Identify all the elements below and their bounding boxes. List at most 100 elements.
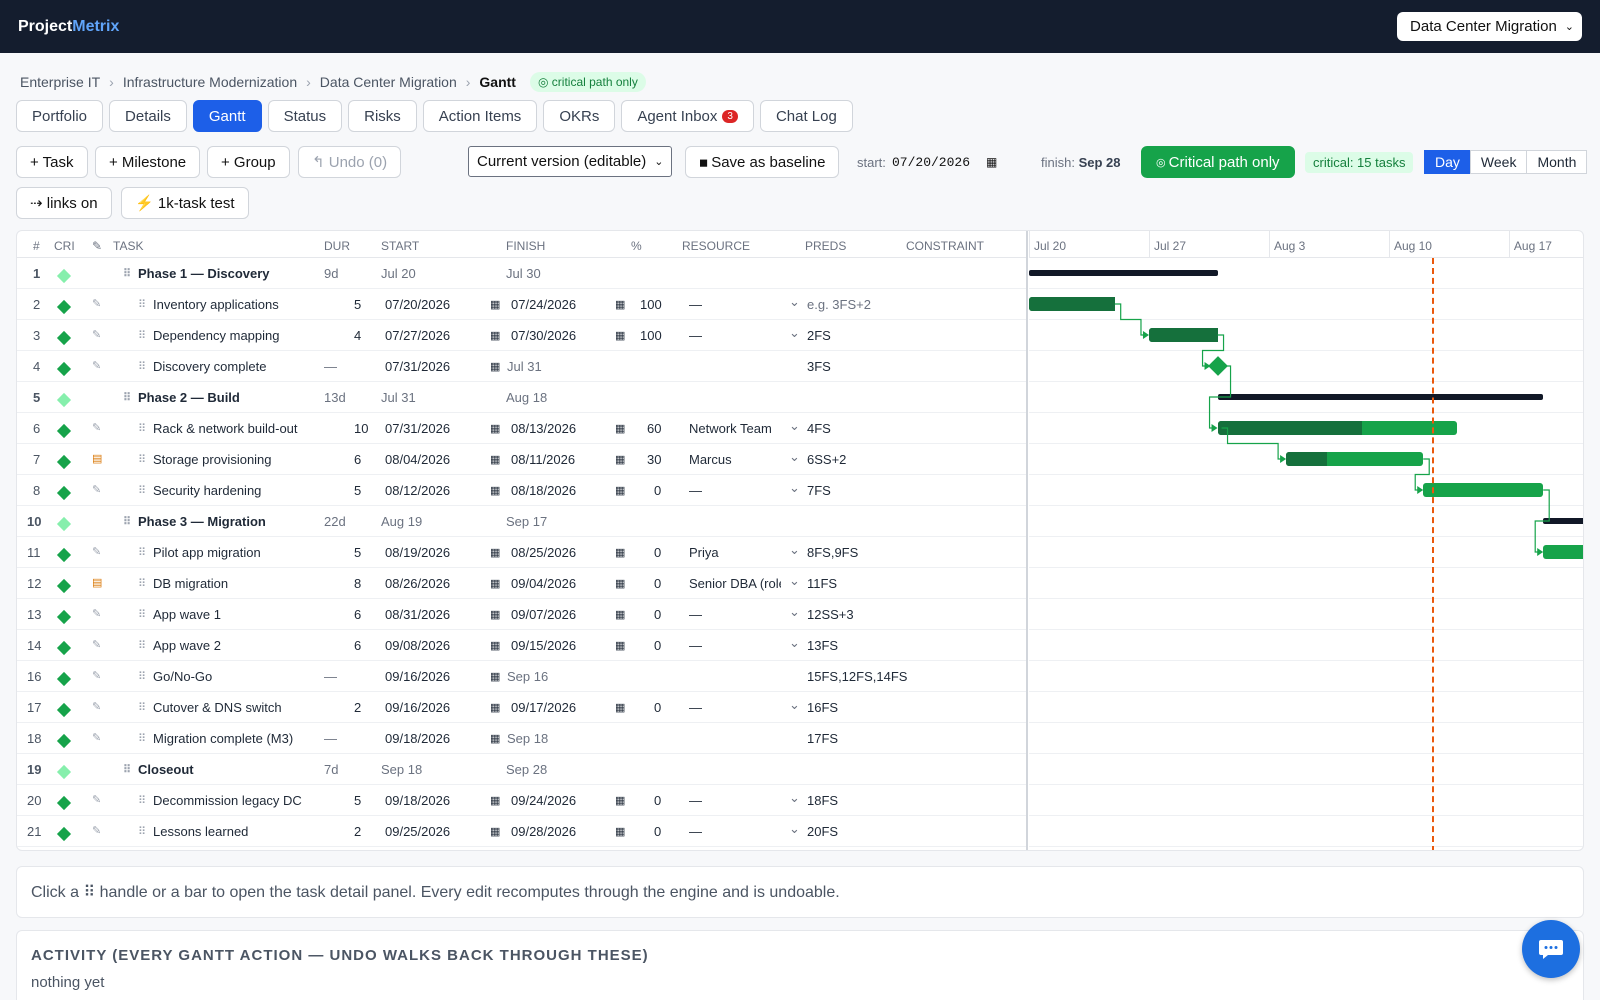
task-bar[interactable]	[1423, 483, 1544, 497]
task-resource[interactable]: —	[689, 607, 702, 622]
start-date-input[interactable]: 07/20/2026 ▦	[891, 150, 998, 174]
calendar-icon[interactable]: ▦	[490, 609, 501, 621]
task-start[interactable]: 09/18/2026	[385, 731, 451, 746]
chevron-down-icon[interactable]: ⌄	[789, 542, 800, 557]
drag-handle-icon[interactable]: ⠿	[138, 361, 147, 373]
drag-handle-icon[interactable]: ⠿	[138, 795, 147, 807]
chevron-down-icon[interactable]: ⌄	[789, 449, 800, 464]
calendar-icon[interactable]: ▦	[490, 299, 501, 311]
task-finish[interactable]: 09/15/2026	[511, 638, 577, 653]
task-finish[interactable]: 08/13/2026	[511, 421, 577, 436]
table-row[interactable]: 3 ✎ ⠿ Dependency mapping 4 07/27/2026 ▦ 07/30/2…	[17, 320, 1026, 351]
task-start[interactable]: 07/20/2026	[385, 297, 451, 312]
task-bar[interactable]	[1217, 421, 1458, 435]
task-percent[interactable]: 30	[647, 452, 662, 467]
task-finish[interactable]: 09/04/2026	[511, 576, 577, 591]
pencil-icon[interactable]: ✎	[92, 670, 102, 682]
task-percent[interactable]: 0	[654, 545, 662, 560]
drag-handle-icon[interactable]: ⠿	[123, 516, 132, 528]
task-percent[interactable]: 0	[654, 824, 662, 839]
task-percent[interactable]: 0	[654, 607, 662, 622]
pencil-icon[interactable]: ✎	[92, 701, 102, 713]
table-row[interactable]: 14 ✎ ⠿ App wave 2 6 09/08/2026 ▦ 09/15/2026 ▦ 0 — ⌄…	[17, 630, 1026, 661]
chevron-down-icon[interactable]: ⌄	[789, 790, 800, 805]
task-bar[interactable]	[1029, 297, 1115, 311]
task-duration[interactable]: 10	[354, 421, 369, 436]
zoom-month-button[interactable]: Month	[1526, 150, 1588, 174]
task-percent[interactable]: 100	[640, 328, 662, 343]
drag-handle-icon[interactable]: ⠿	[138, 454, 147, 466]
task-finish[interactable]: 07/30/2026	[511, 328, 577, 343]
task-start[interactable]: 08/04/2026	[385, 452, 451, 467]
tab-risks[interactable]: Risks	[348, 100, 417, 132]
tab-status[interactable]: Status	[267, 100, 343, 132]
task-predecessors[interactable]: 8FS,9FS	[807, 545, 859, 560]
pencil-icon[interactable]: ✎	[92, 484, 102, 496]
chevron-down-icon[interactable]: ⌄	[789, 573, 800, 588]
chevron-down-icon[interactable]: ⌄	[789, 821, 800, 836]
task-resource[interactable]: —	[689, 824, 702, 839]
brand-logo[interactable]: ProjectMetrix	[18, 18, 119, 36]
save-baseline-button[interactable]: ◼ Save as baseline	[685, 146, 840, 178]
task-predecessors[interactable]: 13FS	[807, 638, 839, 653]
zoom-day-button[interactable]: Day	[1424, 150, 1471, 174]
task-start[interactable]: 07/31/2026	[385, 359, 451, 374]
task-finish[interactable]: 09/17/2026	[511, 700, 577, 715]
summary-bar[interactable]	[1543, 518, 1583, 524]
task-resource[interactable]: Priya	[689, 545, 719, 560]
task-finish[interactable]: 08/11/2026	[511, 452, 576, 467]
add-group-button[interactable]: + Group	[207, 146, 290, 178]
task-start[interactable]: 08/19/2026	[385, 545, 451, 560]
pencil-icon[interactable]: ✎	[92, 329, 102, 341]
task-predecessors[interactable]: 12SS+3	[807, 607, 854, 622]
task-duration[interactable]: 2	[354, 700, 362, 715]
table-row[interactable]: 7 ▤ ⠿ Storage provisioning 6 08/04/2026 ▦ 08/11…	[17, 444, 1026, 475]
task-predecessors[interactable]: 17FS	[807, 731, 839, 746]
task-finish[interactable]: 07/24/2026	[511, 297, 577, 312]
table-row[interactable]: 17 ✎ ⠿ Cutover & DNS switch 2 09/16/2026 ▦ 09/1…	[17, 692, 1026, 723]
task-finish[interactable]: 09/28/2026	[511, 824, 577, 839]
critical-path-toggle[interactable]: ◎ Critical path only	[1141, 146, 1295, 178]
task-start[interactable]: 09/08/2026	[385, 638, 451, 653]
task-name[interactable]: Inventory applications	[153, 297, 279, 312]
pencil-icon[interactable]: ✎	[92, 608, 102, 620]
breadcrumb-item[interactable]: Infrastructure Modernization	[122, 74, 298, 90]
drag-handle-icon[interactable]: ⠿	[138, 578, 147, 590]
table-row[interactable]: 4 ✎ ⠿ Discovery complete — 07/31/2026 ▦ Jul 31 3…	[17, 351, 1026, 382]
task-resource[interactable]: —	[689, 483, 702, 498]
summary-bar[interactable]	[1217, 394, 1544, 400]
calendar-icon[interactable]: ▦	[615, 826, 626, 838]
tab-gantt[interactable]: Gantt	[192, 100, 262, 132]
task-name[interactable]: DB migration	[153, 576, 229, 591]
task-percent[interactable]: 60	[647, 421, 662, 436]
chevron-down-icon[interactable]: ⌄	[789, 635, 800, 650]
calendar-icon[interactable]: ▦	[615, 330, 626, 342]
task-predecessors[interactable]: 6SS+2	[807, 452, 847, 467]
pencil-icon[interactable]: ✎	[92, 298, 102, 310]
task-duration[interactable]: 6	[354, 452, 362, 467]
task-name[interactable]: Pilot app migration	[153, 545, 261, 560]
chevron-down-icon[interactable]: ⌄	[789, 418, 800, 433]
chevron-down-icon[interactable]: ⌄	[789, 325, 800, 340]
pencil-icon[interactable]: ✎	[92, 360, 102, 372]
table-row[interactable]: 13 ✎ ⠿ App wave 1 6 08/31/2026 ▦ 09/07/2026 ▦ 0 — ⌄…	[17, 599, 1026, 630]
calendar-icon[interactable]: ▦	[490, 330, 501, 342]
task-resource[interactable]: —	[689, 700, 702, 715]
task-duration[interactable]: 5	[354, 793, 362, 808]
task-finish[interactable]: 09/24/2026	[511, 793, 577, 808]
table-row[interactable]: 16 ✎ ⠿ Go/No-Go — 09/16/2026 ▦ Sep 16 15FS,12FS,…	[17, 661, 1026, 692]
drag-handle-icon[interactable]: ⠿	[138, 423, 147, 435]
calendar-icon[interactable]: ▦	[615, 702, 626, 714]
task-name[interactable]: Migration complete (M3)	[153, 731, 294, 746]
task-predecessors[interactable]: 7FS	[807, 483, 831, 498]
tab-chat-log[interactable]: Chat Log	[759, 100, 853, 132]
calendar-icon[interactable]: ▦	[615, 640, 626, 652]
task-percent[interactable]: 100	[640, 297, 662, 312]
tab-agent-inbox[interactable]: Agent Inbox 3	[621, 100, 754, 132]
task-finish[interactable]: 08/18/2026	[511, 483, 577, 498]
pencil-icon[interactable]: ✎	[92, 825, 102, 837]
calendar-icon[interactable]: ▦	[490, 423, 501, 435]
task-name[interactable]: Decommission legacy DC	[153, 793, 302, 808]
task-resource[interactable]: Marcus	[689, 452, 732, 467]
calendar-icon[interactable]: ▦	[615, 299, 626, 311]
